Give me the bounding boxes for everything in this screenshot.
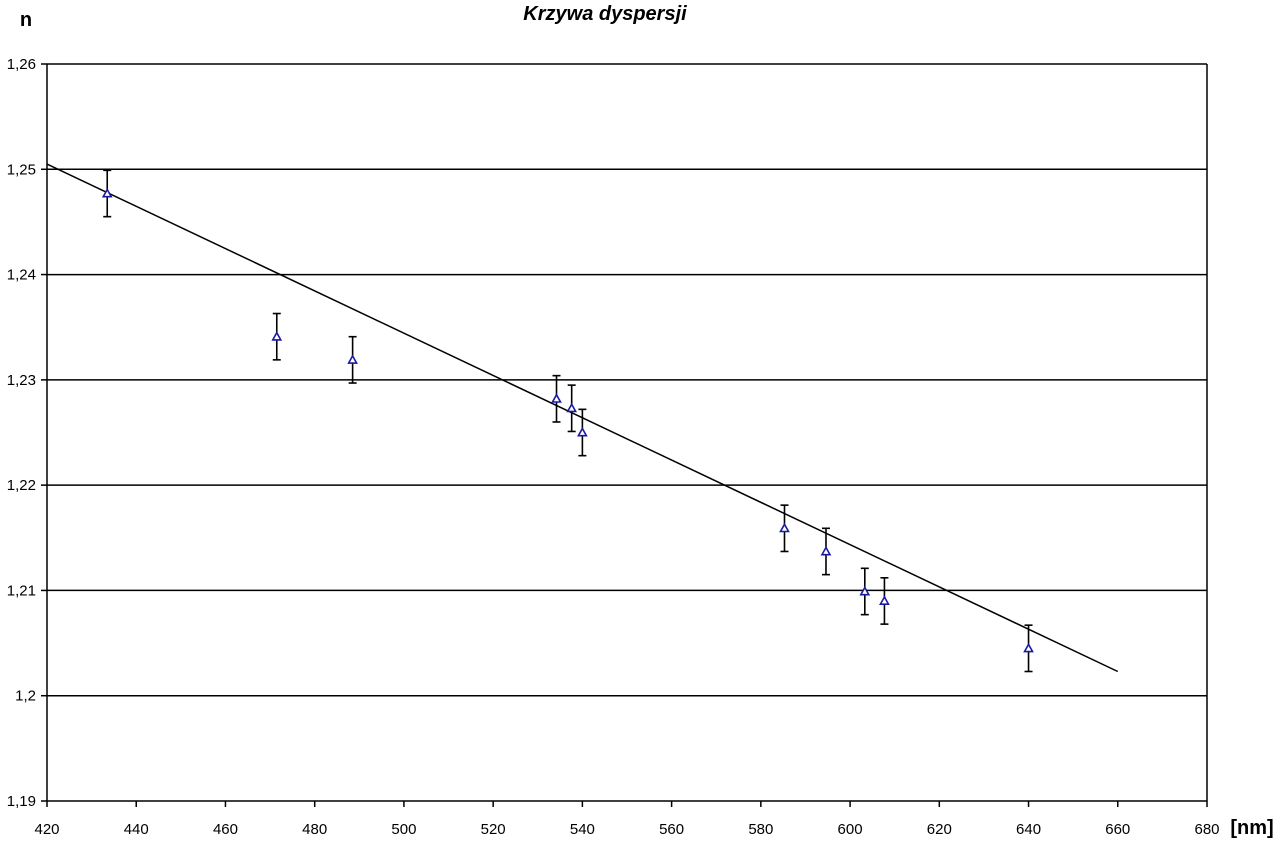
y-tick-label: 1,26 — [7, 56, 36, 73]
triangle-marker — [879, 595, 890, 605]
x-tick-label: 600 — [838, 821, 863, 838]
y-tick-label: 1,2 — [15, 688, 36, 705]
data-point — [566, 384, 578, 433]
x-tick-label: 680 — [1194, 821, 1219, 838]
x-axis-ticks: 420 440 460 480 500 520 540 560 580 600 620 640 660 6… — [34, 801, 1220, 838]
data-point — [101, 169, 113, 218]
x-tick-label: 460 — [213, 821, 238, 838]
x-tick-label: 500 — [391, 821, 416, 838]
axes — [46, 64, 1208, 802]
x-tick-label: 420 — [34, 821, 59, 838]
triangle-marker — [859, 585, 871, 596]
x-tick-label: 620 — [927, 821, 952, 838]
triangle-marker — [566, 402, 578, 413]
y-axis-ticks: 1,19 1,2 1,21 1,22 1,23 1,24 1,25 1,26 — [7, 56, 47, 810]
y-tick-label: 1,23 — [7, 372, 36, 389]
triangle-marker — [347, 354, 358, 364]
x-tick-label: 480 — [302, 821, 327, 838]
gridlines — [47, 63, 1207, 697]
x-tick-label: 580 — [748, 821, 773, 838]
data-point — [577, 408, 588, 457]
x-tick-label: 640 — [1016, 821, 1041, 838]
data-point — [820, 527, 832, 576]
y-tick-label: 1,25 — [7, 161, 36, 178]
triangle-marker — [271, 331, 283, 341]
y-tick-label: 1,19 — [7, 793, 36, 810]
x-tick-label: 520 — [481, 821, 506, 838]
y-tick-label: 1,24 — [7, 267, 36, 284]
triangle-marker — [551, 393, 562, 403]
data-point — [271, 312, 283, 361]
x-tick-label: 540 — [570, 821, 595, 838]
chart-title: Krzywa dyspersji — [523, 3, 687, 25]
triangle-marker — [577, 426, 588, 437]
data-points — [101, 169, 1034, 673]
y-tick-label: 1,22 — [7, 477, 36, 494]
data-point — [879, 576, 890, 625]
x-axis-label: [nm] — [1230, 817, 1273, 839]
data-point — [1023, 624, 1034, 673]
y-tick-label: 1,21 — [7, 582, 36, 599]
y-axis-label: n — [20, 9, 32, 31]
data-point — [859, 567, 871, 616]
triangle-marker — [101, 187, 113, 198]
triangle-marker — [779, 522, 790, 533]
data-point — [551, 374, 562, 423]
x-tick-label: 440 — [124, 821, 149, 838]
triangle-marker — [820, 545, 832, 556]
data-point — [347, 335, 358, 384]
data-point — [779, 504, 790, 553]
x-tick-label: 660 — [1105, 821, 1130, 838]
triangle-marker — [1023, 642, 1034, 653]
x-tick-label: 560 — [659, 821, 684, 838]
